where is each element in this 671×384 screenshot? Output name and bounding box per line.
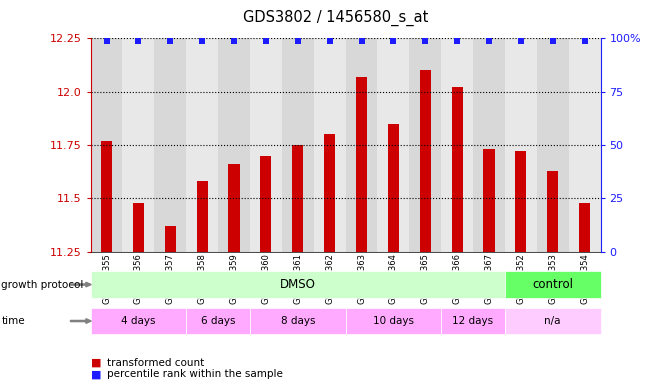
Bar [505,271,601,298]
Bar [313,38,346,252]
Text: DMSO: DMSO [280,278,315,291]
Bar [186,308,250,334]
Bar [388,124,399,252]
Text: 8 days: 8 days [280,316,315,326]
Bar [419,70,431,252]
Text: percentile rank within the sample: percentile rank within the sample [107,369,283,379]
Bar [568,38,601,252]
Bar [91,271,505,298]
Text: 6 days: 6 days [201,316,236,326]
Bar [164,226,176,252]
Text: n/a: n/a [544,316,561,326]
Bar [505,308,601,334]
Bar [91,308,186,334]
Bar [250,308,346,334]
Bar [483,149,495,252]
Bar [409,38,442,252]
Bar [442,308,505,334]
Bar [250,38,282,252]
Bar [260,156,272,252]
Text: growth protocol: growth protocol [1,280,84,290]
Text: ■: ■ [91,369,101,379]
Bar [218,38,250,252]
Text: 4 days: 4 days [121,316,156,326]
Bar [346,308,441,334]
Bar [197,181,208,252]
Bar [133,202,144,252]
Bar [579,202,590,252]
Bar [91,38,123,252]
Text: time: time [1,316,25,326]
Bar [154,38,186,252]
Bar [282,38,313,252]
Text: GDS3802 / 1456580_s_at: GDS3802 / 1456580_s_at [243,10,428,26]
Bar [452,88,463,252]
Bar [537,38,568,252]
Bar [346,38,377,252]
Bar [186,38,218,252]
Bar [505,38,537,252]
Bar [547,170,558,252]
Bar [473,38,505,252]
Text: ■: ■ [91,358,101,368]
Text: 12 days: 12 days [452,316,494,326]
Bar [101,141,112,252]
Bar [292,145,303,252]
Bar [377,38,409,252]
Text: 10 days: 10 days [373,316,414,326]
Bar [515,151,527,252]
Bar [324,134,336,252]
Bar [123,38,154,252]
Text: control: control [532,278,573,291]
Bar [356,77,367,252]
Bar [228,164,240,252]
Bar [442,38,473,252]
Text: transformed count: transformed count [107,358,205,368]
